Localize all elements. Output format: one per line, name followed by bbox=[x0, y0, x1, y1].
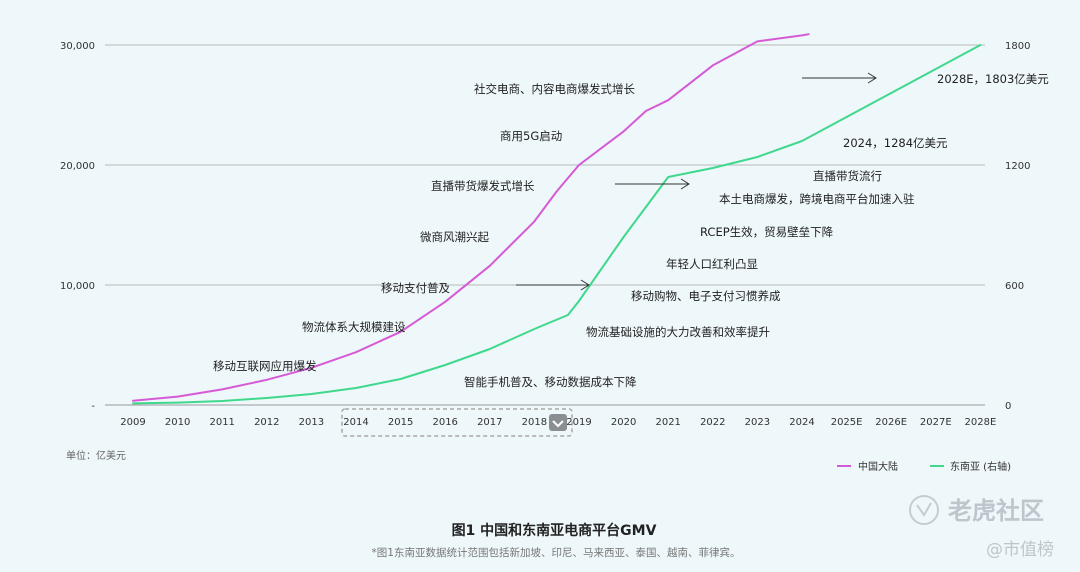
x-tick-label: 2022 bbox=[700, 417, 725, 428]
left-axis: - 10,000 20,000 30,000 bbox=[60, 41, 95, 412]
watermark-text: 老虎社区 bbox=[948, 497, 1044, 525]
x-tick-label: 2019 bbox=[566, 417, 591, 428]
watermark-logo-icon bbox=[909, 495, 939, 525]
right-tick-label: 1800 bbox=[1005, 41, 1030, 52]
annotation-label: RCEP生效，贸易壁垒下降 bbox=[700, 225, 834, 239]
right-axis: 0 600 1200 1800 bbox=[1005, 41, 1030, 412]
annotation-label: 2024，1284亿美元 bbox=[843, 136, 948, 150]
x-tick-label: 2011 bbox=[209, 417, 234, 428]
grid-lines bbox=[105, 44, 985, 406]
dashed-selection-box[interactable] bbox=[341, 408, 573, 437]
legend: 中国大陆 东南亚 (右轴) bbox=[837, 460, 1011, 473]
x-tick-label: 2014 bbox=[343, 417, 368, 428]
x-tick-label: 2023 bbox=[745, 417, 770, 428]
annotation-label: 2028E，1803亿美元 bbox=[937, 72, 1049, 86]
left-tick-label: - bbox=[91, 401, 95, 412]
figure-note: *图1东南亚数据统计范围包括新加坡、印尼、马来西亚、泰国、越南、菲律宾。 bbox=[372, 546, 741, 559]
x-tick-label: 2028E bbox=[965, 417, 997, 428]
x-tick-label: 2009 bbox=[120, 417, 145, 428]
annotation-label: 本土电商爆发，跨境电商平台加速入驻 bbox=[719, 192, 915, 206]
right-tick-label: 0 bbox=[1005, 401, 1011, 412]
sea-annotations: 2028E，1803亿美元 2024，1284亿美元 直播带货流行 本土电商爆发… bbox=[464, 72, 1049, 389]
annotation-label: 移动支付普及 bbox=[381, 281, 450, 295]
series-line-china bbox=[132, 33, 810, 402]
right-tick-label: 600 bbox=[1005, 281, 1024, 292]
x-tick-label: 2010 bbox=[165, 417, 190, 428]
x-tick-label: 2026E bbox=[875, 417, 907, 428]
x-tick-label: 2027E bbox=[920, 417, 952, 428]
chevron-down-icon[interactable] bbox=[549, 414, 567, 431]
x-tick-label: 2018 bbox=[522, 417, 547, 428]
right-tick-label: 1200 bbox=[1005, 161, 1030, 172]
left-tick-label: 30,000 bbox=[60, 41, 95, 52]
series-lines bbox=[132, 33, 982, 405]
x-tick-label: 2017 bbox=[477, 417, 502, 428]
unit-label: 单位：亿美元 bbox=[66, 449, 126, 462]
annotation-label: 移动互联网应用爆发 bbox=[213, 359, 317, 373]
x-tick-label: 2025E bbox=[831, 417, 863, 428]
arrow-icon bbox=[802, 72, 877, 84]
annotation-label: 年轻人口红利凸显 bbox=[666, 257, 758, 271]
series-line-sea bbox=[132, 44, 982, 405]
arrow-icon bbox=[516, 279, 590, 291]
chevron-glyph bbox=[552, 420, 564, 428]
x-tick-label: 2015 bbox=[388, 417, 413, 428]
watermark-logo-mark bbox=[916, 502, 932, 517]
left-tick-label: 10,000 bbox=[60, 281, 95, 292]
annotation-arrows bbox=[516, 72, 877, 291]
x-tick-label: 2021 bbox=[655, 417, 680, 428]
x-axis: 2009 2010 2011 2012 2013 2014 2015 2016 2017 2018… bbox=[120, 417, 996, 428]
annotation-label: 商用5G启动 bbox=[500, 129, 562, 143]
china-annotations: 社交电商、内容电商爆发式增长 商用5G启动 直播带货爆发式增长 微商风潮兴起 移… bbox=[213, 82, 635, 373]
figure-title: 图1 中国和东南亚电商平台GMV bbox=[452, 522, 657, 539]
annotation-label: 直播带货爆发式增长 bbox=[431, 179, 535, 193]
annotation-label: 物流基础设施的大力改善和效率提升 bbox=[586, 325, 770, 339]
x-tick-label: 2013 bbox=[299, 417, 324, 428]
legend-label-china: 中国大陆 bbox=[858, 460, 898, 473]
arrow-icon bbox=[615, 178, 690, 190]
watermark-subtext: @市值榜 bbox=[986, 540, 1054, 560]
annotation-label: 社交电商、内容电商爆发式增长 bbox=[474, 82, 635, 96]
year-range-selector[interactable] bbox=[341, 408, 573, 437]
x-tick-label: 2024 bbox=[789, 417, 814, 428]
x-tick-label: 2016 bbox=[432, 417, 457, 428]
legend-label-sea: 东南亚 (右轴) bbox=[950, 460, 1011, 473]
annotation-label: 移动购物、电子支付习惯养成 bbox=[631, 289, 781, 303]
annotation-label: 物流体系大规模建设 bbox=[302, 320, 406, 334]
left-tick-label: 20,000 bbox=[60, 161, 95, 172]
annotation-label: 智能手机普及、移动数据成本下降 bbox=[464, 375, 637, 389]
x-tick-label: 2012 bbox=[254, 417, 279, 428]
x-tick-label: 2020 bbox=[611, 417, 636, 428]
watermark: 老虎社区 @市值榜 bbox=[909, 495, 1054, 560]
annotation-label: 直播带货流行 bbox=[813, 169, 882, 183]
annotation-label: 微商风潮兴起 bbox=[420, 230, 489, 244]
